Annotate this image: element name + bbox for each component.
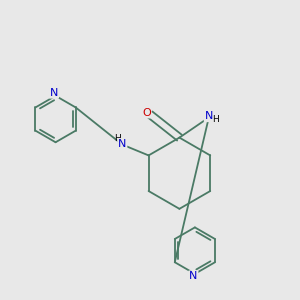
Text: H: H — [212, 115, 219, 124]
Text: O: O — [142, 107, 151, 118]
Text: N: N — [205, 111, 213, 121]
Text: N: N — [189, 271, 197, 281]
Text: H: H — [114, 134, 121, 143]
Text: N: N — [50, 88, 58, 98]
Text: N: N — [118, 139, 126, 149]
